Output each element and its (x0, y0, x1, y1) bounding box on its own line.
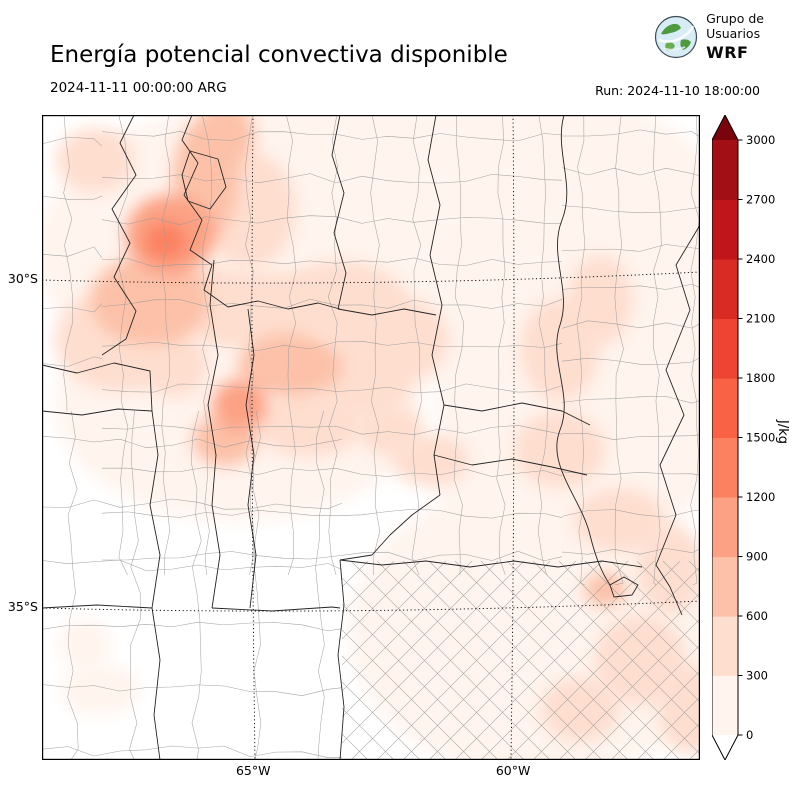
svg-text:900: 900 (746, 550, 768, 564)
svg-text:1800: 1800 (746, 371, 775, 385)
logo-wrf-label: WRF (706, 42, 749, 62)
valid-time-label: 2024-11-11 00:00:00 ARG (50, 80, 227, 96)
svg-text:300: 300 (746, 669, 768, 683)
lat-tick-label: 35°S (7, 598, 38, 614)
page-title: Energía potencial convectiva disponible (50, 42, 508, 69)
wrf-globe-icon (654, 15, 698, 58)
svg-text:600: 600 (746, 609, 768, 623)
lat-tick-label: 30°S (7, 271, 38, 287)
svg-text:1500: 1500 (746, 431, 775, 445)
colorbar-canvas: 0 300 600 900 1200 1500 1800 2100 2400 2700 3000 (712, 115, 775, 760)
logo-line-2: Usuarios (706, 26, 761, 42)
run-time-label: Run: 2024-11-10 18:00:00 (595, 83, 760, 98)
svg-text:2400: 2400 (746, 252, 775, 266)
wrf-logo-text: Grupo de Usuarios WRF (706, 11, 764, 62)
svg-text:2700: 2700 (746, 193, 775, 207)
lon-tick-label: 60°W (495, 763, 531, 778)
svg-text:2100: 2100 (746, 312, 775, 326)
svg-text:3000: 3000 (746, 133, 775, 147)
cape-map (42, 115, 700, 760)
cape-map-canvas (42, 115, 700, 760)
svg-text:0: 0 (746, 728, 753, 742)
logo-line-1: Grupo de (706, 11, 764, 26)
colorbar: 0 300 600 900 1200 1500 1800 2100 2400 2700 3000 (712, 115, 798, 760)
lon-tick-label: 65°W (235, 763, 271, 778)
colorbar-units-label: J/kg (775, 420, 790, 444)
wrf-logo: Grupo de Usuarios WRF (653, 11, 764, 62)
svg-text:1200: 1200 (746, 490, 775, 504)
